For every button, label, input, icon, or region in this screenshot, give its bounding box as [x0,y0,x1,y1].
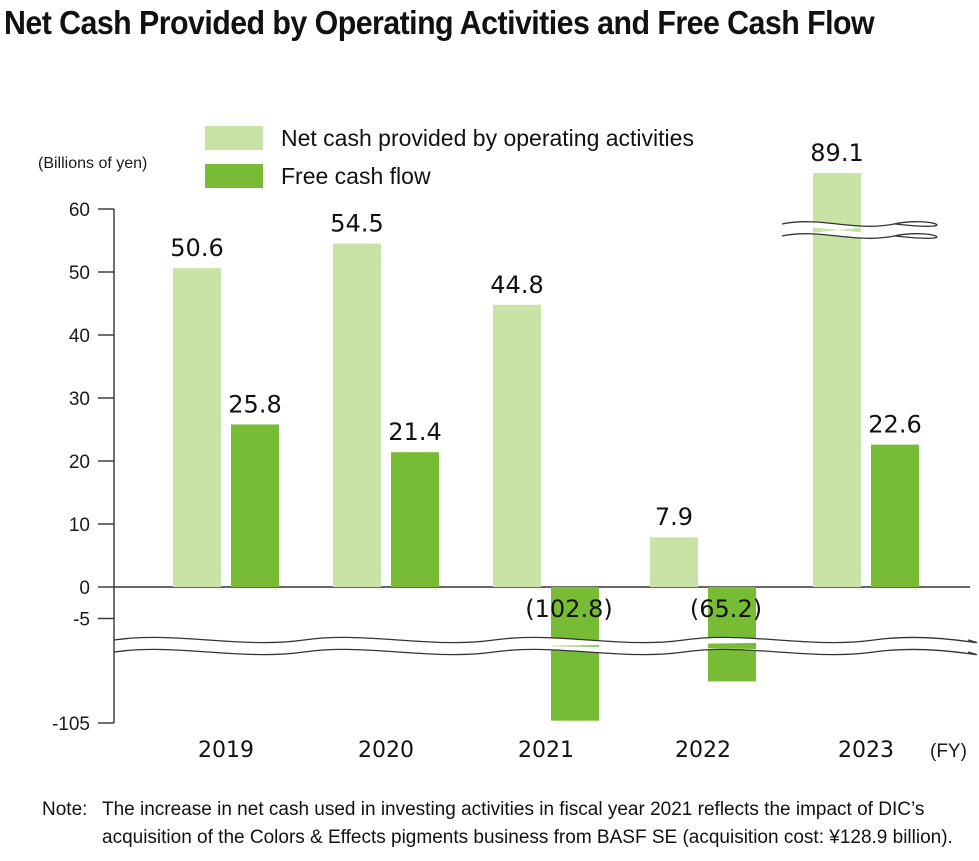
data-label-operating: 50.6 [170,234,223,262]
legend-swatch-operating [205,126,263,150]
footnote-text: The increase in net cash used in investi… [102,796,974,852]
data-label-free-cash-flow: 22.6 [868,411,921,439]
y-tick-label: 60 [69,200,90,221]
y-tick-label: 50 [69,263,90,284]
x-tick-label: 2023 [838,738,894,763]
y-tick-label: -105 [52,714,90,735]
data-label-operating: 54.5 [330,210,383,238]
lower-axis-break-fill [114,637,977,655]
data-label-free-cash-flow: (65.2) [690,595,762,623]
y-axis-label: (Billions of yen) [38,155,147,172]
footnote-label: Note: [42,799,88,820]
bar-free-cash-flow [551,587,599,721]
y-tick-label: 10 [69,515,90,536]
footnote-line: acquisition of the Colors & Effects pigm… [102,827,953,848]
bar-free-cash-flow [391,452,439,587]
x-tick-label: 2020 [358,738,414,763]
footnote: Note: The increase in net cash used in i… [42,796,974,852]
bar-operating-cash [813,173,861,587]
data-label-free-cash-flow: (102.8) [525,595,612,623]
lower-axis-break-line [113,636,977,644]
chart-title: Net Cash Provided by Operating Activitie… [4,4,875,41]
bar-2023-break-line [781,233,938,239]
legend-label-free-cash-flow: Free cash flow [281,163,431,189]
data-label-free-cash-flow: 25.8 [228,390,281,418]
bar-operating-cash [493,304,541,587]
data-labels: 50.6 25.8 54.5 21.4 44.8 (102.8) 7.9 (65.2) 89.1… [170,139,921,623]
bar-free-cash-flow [708,587,756,682]
legend-label-operating: Net cash provided by operating activitie… [281,125,694,151]
footnote-line: The increase in net cash used in investi… [102,799,925,820]
bars [173,173,919,721]
data-label-operating: 7.9 [655,503,693,531]
axes: 60 50 40 30 20 10 0 -5 -105 (Billions of yen) 2019… [38,155,970,763]
lower-axis-break-line [113,648,977,656]
x-tick-label: 2019 [198,738,254,763]
y-tick-label: 30 [69,389,90,410]
bar-free-cash-flow [871,444,919,587]
data-label-free-cash-flow: 21.4 [388,418,441,446]
y-tick-label: 0 [79,578,90,599]
bar-2023-break-line [781,221,938,227]
data-label-operating: 44.8 [490,271,543,299]
y-tick-label: 20 [69,452,90,473]
bar-operating-cash [173,268,221,587]
x-tick-label: 2022 [675,738,731,763]
x-axis-label: (FY) [930,741,967,762]
bar-chart: 60 50 40 30 20 10 0 -5 -105 (Billions of yen) 2019… [38,125,977,763]
legend: Net cash provided by operating activitie… [205,125,694,189]
y-tick-label: -5 [73,610,90,631]
bar-free-cash-flow [231,424,279,587]
y-tick-label: 40 [69,326,90,347]
bar-operating-cash [333,243,381,587]
axis-breaks [113,221,977,656]
data-label-operating: 89.1 [810,139,863,167]
x-tick-label: 2021 [518,738,574,763]
legend-swatch-free-cash-flow [205,164,263,188]
bar-operating-cash [650,537,698,587]
